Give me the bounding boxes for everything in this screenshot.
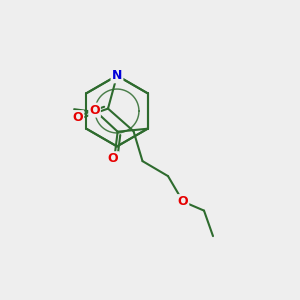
- Text: O: O: [178, 195, 188, 208]
- Text: O: O: [108, 152, 118, 165]
- Text: O: O: [73, 111, 83, 124]
- Text: N: N: [112, 69, 122, 82]
- Text: O: O: [89, 103, 100, 117]
